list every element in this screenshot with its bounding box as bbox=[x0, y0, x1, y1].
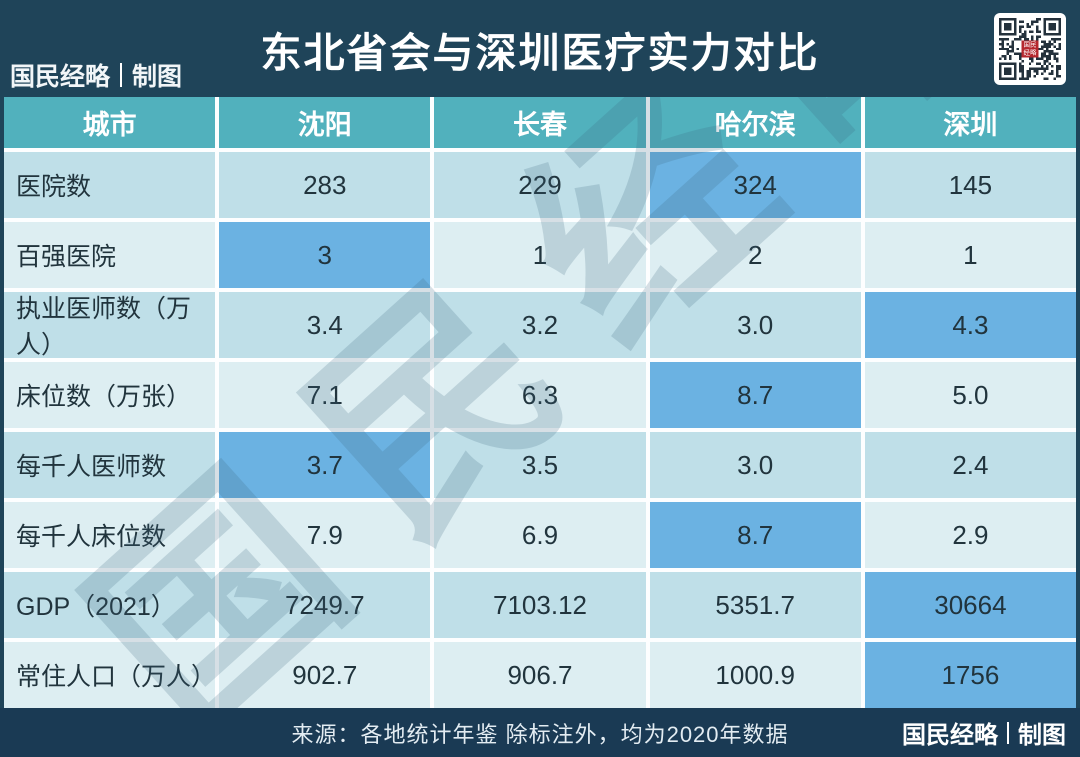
table-grid: 城市 沈阳 长春 哈尔滨 深圳 医院数 283 229 324 145 百强医院 3 1 2 1 执业医师数（… bbox=[4, 97, 1076, 708]
column-header-1: 沈阳 bbox=[219, 97, 431, 148]
column-header-3: 哈尔滨 bbox=[649, 97, 861, 148]
table-cell: 2.4 bbox=[864, 432, 1076, 498]
brand-divider bbox=[1007, 721, 1009, 744]
brand-logo: 国民经略 制图 bbox=[10, 57, 182, 93]
footer-credit: 国民经略 制图 bbox=[902, 708, 1066, 757]
table-cell-highlighted: 3.7 bbox=[219, 432, 431, 498]
row-label: 常住人口（万人） bbox=[4, 642, 216, 708]
column-header-4: 深圳 bbox=[864, 97, 1076, 148]
table-cell-highlighted: 1756 bbox=[864, 642, 1076, 708]
row-label: 医院数 bbox=[4, 152, 216, 218]
table-cell: 7.1 bbox=[219, 362, 431, 428]
table-cell: 145 bbox=[864, 152, 1076, 218]
row-label: 执业医师数（万人） bbox=[4, 292, 216, 359]
source-note: 来源：各地统计年鉴 除标注外，均为2020年数据 bbox=[291, 721, 789, 747]
brand-suffix: 制图 bbox=[132, 62, 183, 91]
footer: 来源：各地统计年鉴 除标注外，均为2020年数据 国民经略 制图 bbox=[0, 708, 1080, 757]
column-header-2: 长春 bbox=[434, 97, 646, 148]
qr-code: 国民经略 bbox=[994, 13, 1066, 85]
table-cell: 1 bbox=[434, 222, 646, 288]
table-cell: 229 bbox=[434, 152, 646, 218]
table-cell: 1000.9 bbox=[649, 642, 861, 708]
table-cell: 3.0 bbox=[649, 432, 861, 498]
table-cell: 1 bbox=[864, 222, 1076, 288]
table-cell: 283 bbox=[219, 152, 431, 218]
brand-name: 国民经略 bbox=[902, 720, 998, 749]
brand-name: 国民经略 bbox=[10, 62, 111, 91]
table-cell: 2 bbox=[649, 222, 861, 288]
table-cell-highlighted: 3 bbox=[219, 222, 431, 288]
table-cell: 3.5 bbox=[434, 432, 646, 498]
table-cell-highlighted: 30664 bbox=[864, 572, 1076, 638]
table-cell: 906.7 bbox=[434, 642, 646, 708]
table-cell: 6.3 bbox=[434, 362, 646, 428]
table-cell: 3.0 bbox=[649, 292, 861, 358]
table-cell: 5.0 bbox=[864, 362, 1076, 428]
table-cell: 902.7 bbox=[219, 642, 431, 708]
column-header-0: 城市 bbox=[4, 97, 216, 148]
row-label: 每千人医师数 bbox=[4, 432, 216, 498]
table-cell: 7103.12 bbox=[434, 572, 646, 638]
top-banner: 东北省会与深圳医疗实力对比 国民经略 制图 国民经略 bbox=[0, 0, 1080, 97]
qr-pattern bbox=[999, 18, 1061, 80]
row-label: 床位数（万张） bbox=[4, 362, 216, 428]
brand-suffix: 制图 bbox=[1018, 720, 1066, 749]
page-title: 东北省会与深圳医疗实力对比 bbox=[260, 29, 820, 76]
table-cell: 7249.7 bbox=[219, 572, 431, 638]
table-cell-highlighted: 8.7 bbox=[649, 502, 861, 568]
brand-divider bbox=[120, 63, 123, 87]
table-cell: 5351.7 bbox=[649, 572, 861, 638]
row-label: 百强医院 bbox=[4, 222, 216, 288]
row-label: 每千人床位数 bbox=[4, 502, 216, 568]
row-label: GDP（2021） bbox=[4, 572, 216, 638]
table-cell: 3.2 bbox=[434, 292, 646, 358]
table-cell-highlighted: 324 bbox=[649, 152, 861, 218]
table-cell-highlighted: 4.3 bbox=[864, 292, 1076, 358]
table-cell: 6.9 bbox=[434, 502, 646, 568]
table-cell-highlighted: 8.7 bbox=[649, 362, 861, 428]
table-cell: 3.4 bbox=[219, 292, 431, 358]
table-cell: 7.9 bbox=[219, 502, 431, 568]
table-cell: 2.9 bbox=[864, 502, 1076, 568]
comparison-table: 城市 沈阳 长春 哈尔滨 深圳 医院数 283 229 324 145 百强医院 3 1 2 1 执业医师数（… bbox=[4, 97, 1076, 708]
qr-seal: 国民经略 bbox=[1021, 40, 1039, 58]
